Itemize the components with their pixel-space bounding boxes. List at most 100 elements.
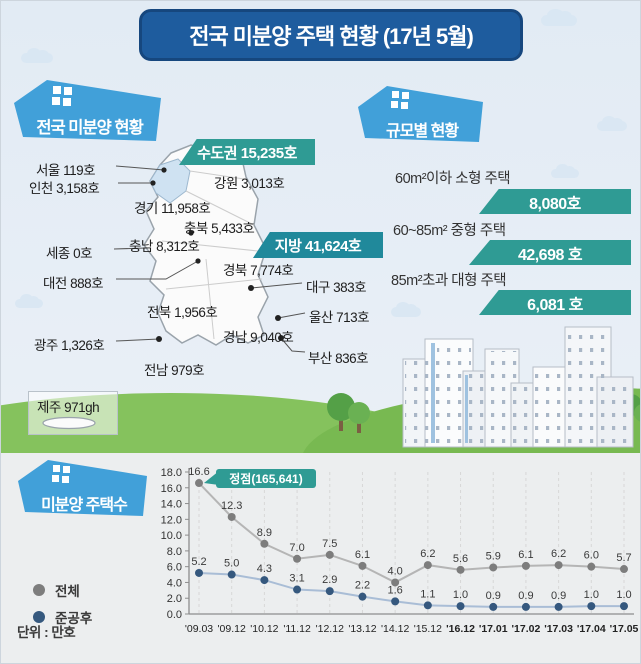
svg-text:5.7: 5.7 (616, 552, 631, 564)
size-medium-value-badge: 42,698 호 (469, 240, 631, 265)
svg-text:16.6: 16.6 (188, 466, 209, 478)
completed-series-dot-icon (33, 611, 45, 623)
page-title-text: 전국 미분양 주택 현황 (17년 5월) (189, 24, 474, 49)
korea-map (113, 144, 306, 353)
svg-text:8.0: 8.0 (167, 546, 182, 558)
svg-text:정점(165,641): 정점(165,641) (229, 471, 302, 486)
svg-text:7.0: 7.0 (289, 542, 304, 554)
national-status-badge: 전국 미분양 현황 (7, 77, 179, 149)
map-label-chungbuk: 충북 5,433호 (184, 221, 255, 236)
svg-text:18.0: 18.0 (161, 467, 182, 479)
svg-text:'17.04: '17.04 (577, 623, 606, 635)
svg-text:'09.12: '09.12 (218, 623, 246, 635)
svg-text:6.2: 6.2 (551, 548, 566, 560)
svg-text:5.2: 5.2 (191, 556, 206, 568)
svg-text:'16.12: '16.12 (446, 623, 475, 635)
svg-text:4.3: 4.3 (257, 563, 272, 575)
svg-text:1.0: 1.0 (453, 589, 468, 601)
svg-text:4.0: 4.0 (167, 577, 182, 589)
map-label-jeonbuk: 전북 1,956호 (147, 305, 218, 320)
svg-text:12.0: 12.0 (161, 514, 182, 526)
unsold-housing-line-chart: 0.0 2.0 4.0 6.0 8.0 10.0 12.0 14.0 16.0 18.0 '09.0… (161, 466, 639, 635)
svg-text:'11.12: '11.12 (283, 623, 311, 635)
house-icon (18, 460, 147, 516)
page-title: 전국 미분양 주택 현황 (17년 5월) (139, 9, 523, 61)
svg-text:'17.01: '17.01 (479, 623, 508, 635)
cloud-icon (597, 115, 627, 131)
svg-text:2.2: 2.2 (355, 580, 370, 592)
size-large-value-badge: 6,081 호 (479, 290, 631, 315)
map-label-incheon: 인천 3,158호 (29, 181, 100, 196)
capital-total-label: 수도권 15,235호 (197, 144, 297, 162)
cloud-icon (391, 301, 421, 317)
size-medium-label: 60~85m² 중형 주택 (393, 223, 506, 239)
cloud-icon (15, 294, 43, 308)
svg-text:'09.03: '09.03 (185, 623, 213, 635)
jeju-inset-box: 제주 971gh (28, 391, 118, 435)
svg-text:'14.12: '14.12 (381, 623, 409, 635)
map-label-gyeonggi: 경기 11,958호 (134, 201, 211, 216)
total-series-dot-icon (33, 584, 45, 596)
svg-text:6.0: 6.0 (167, 562, 182, 574)
map-label-jeonnam: 전남 979호 (144, 363, 205, 378)
map-label-daegu: 대구 383호 (306, 280, 367, 295)
house-icon (14, 80, 161, 141)
map-label-gangwon: 강원 3,013호 (214, 176, 285, 191)
size-large-value: 6,081 호 (527, 296, 583, 314)
chart-badge-label: 미분양 주택수 (41, 497, 128, 515)
svg-text:1.6: 1.6 (388, 584, 403, 596)
map-label-busan: 부산 836호 (308, 351, 369, 366)
svg-text:'10.12: '10.12 (250, 623, 278, 635)
legend-completed-label: 준공후 (55, 611, 93, 626)
cloud-icon (21, 47, 53, 63)
svg-text:0.9: 0.9 (486, 590, 501, 602)
svg-text:1.0: 1.0 (616, 589, 631, 601)
svg-text:'13.12: '13.12 (348, 623, 376, 635)
svg-text:2.0: 2.0 (167, 593, 182, 605)
svg-text:'12.12: '12.12 (316, 623, 344, 635)
by-size-badge-label: 규모별 현황 (386, 123, 459, 141)
size-small-value-badge: 8,080호 (479, 189, 631, 214)
map-anchor-dots (150, 167, 284, 342)
svg-text:'15.12: '15.12 (414, 623, 442, 635)
house-icon (358, 86, 483, 142)
map-label-chungnam: 충남 8,312호 (129, 239, 200, 254)
map-label-seoul: 서울 119호 (36, 163, 96, 178)
svg-text:7.5: 7.5 (322, 538, 337, 550)
svg-text:12.3: 12.3 (221, 500, 242, 512)
legend-item-completed: 준공후 (33, 607, 92, 627)
size-small-value: 8,080호 (529, 195, 581, 213)
capital-total-badge: 수도권 15,235호 (179, 139, 315, 165)
map-label-daejeon: 대전 888호 (43, 276, 104, 291)
svg-text:1.1: 1.1 (420, 588, 435, 600)
svg-text:'17.03: '17.03 (544, 623, 573, 635)
map-label-jeju: 제주 971gh (37, 400, 100, 415)
svg-text:6.1: 6.1 (518, 549, 533, 561)
svg-text:'17.02: '17.02 (512, 623, 541, 635)
provinces-total-badge: 지방 41,624호 (253, 232, 383, 258)
svg-text:'17.05: '17.05 (610, 623, 639, 635)
cloud-icon (541, 8, 577, 26)
provinces-total-label: 지방 41,624호 (274, 237, 362, 255)
svg-text:0.9: 0.9 (551, 590, 566, 602)
svg-text:5.0: 5.0 (224, 558, 239, 570)
svg-text:2.9: 2.9 (322, 574, 337, 586)
map-label-ulsan: 울산 713호 (309, 310, 370, 325)
svg-text:6.2: 6.2 (420, 548, 435, 560)
map-label-gyeongnam: 경남 9,040호 (223, 330, 294, 345)
svg-text:6.0: 6.0 (584, 550, 599, 562)
cloud-icon (551, 164, 579, 178)
svg-text:8.9: 8.9 (257, 527, 272, 539)
map-label-gwangju: 광주 1,326호 (34, 338, 105, 353)
legend-total-label: 전체 (55, 584, 80, 599)
map-label-gyeongbuk: 경북 7,774호 (223, 263, 294, 278)
size-small-label: 60m²이하 소형 주택 (395, 171, 511, 187)
legend-item-total: 전체 (33, 580, 92, 600)
svg-text:6.1: 6.1 (355, 549, 370, 561)
svg-text:16.0: 16.0 (161, 483, 182, 495)
city-buildings-illustration (402, 326, 634, 448)
by-size-badge: 규모별 현황 (351, 83, 499, 149)
size-medium-value: 42,698 호 (517, 246, 583, 264)
size-large-label: 85m²초과 대형 주택 (391, 273, 507, 289)
